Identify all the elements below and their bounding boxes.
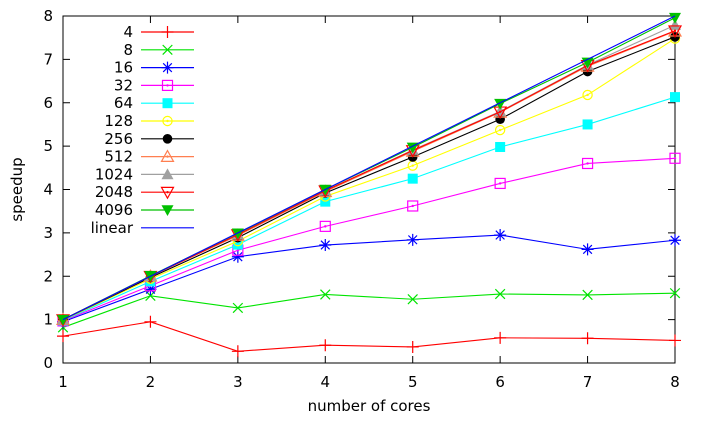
legend-item-linear: linear (91, 219, 194, 237)
legend-item-2048: 2048 (95, 183, 194, 201)
y-tick-label: 2 (43, 267, 53, 285)
x-tick-label: 3 (233, 373, 243, 391)
legend-label: 4096 (95, 201, 133, 219)
series-32-line (62, 157, 676, 322)
legend-label: 32 (114, 76, 133, 94)
legend-item-64: 64 (114, 94, 194, 112)
y-tick-label: 5 (43, 137, 53, 155)
series-4-line (62, 321, 676, 352)
legend-item-128: 128 (104, 112, 194, 130)
legend-label: 512 (104, 148, 133, 166)
y-tick-label: 4 (43, 181, 53, 199)
series-4 (57, 315, 681, 358)
x-tick-label: 7 (583, 373, 593, 391)
legend-label: 64 (114, 94, 133, 112)
x-tick-label: 5 (408, 373, 418, 391)
legend-label: linear (91, 219, 134, 237)
y-tick-label: 7 (43, 50, 53, 68)
plot-border (62, 15, 676, 364)
series-256-line (62, 36, 676, 321)
y-tick-label: 3 (43, 224, 53, 242)
legend-label: 16 (114, 59, 133, 77)
legend-label: 256 (104, 130, 133, 148)
legend-label: 4 (123, 23, 133, 41)
legend-label: 1024 (95, 165, 133, 183)
x-tick-label: 4 (321, 373, 331, 391)
y-tick-label: 8 (43, 7, 53, 25)
series-linear (62, 15, 676, 321)
legend-item-4: 4 (123, 23, 194, 41)
series-32 (57, 152, 681, 327)
legend-item-1024: 1024 (95, 165, 194, 183)
legend-item-512: 512 (104, 148, 194, 166)
series-8-line (62, 292, 676, 328)
x-axis-label: number of cores (308, 397, 431, 415)
legend-item-32: 32 (114, 76, 194, 94)
series-linear-line (62, 15, 676, 321)
y-tick-label: 0 (43, 354, 53, 372)
y-tick-label: 1 (43, 311, 53, 329)
legend-item-16: 16 (114, 59, 194, 77)
series-16-line (62, 234, 676, 323)
x-tick-label: 6 (495, 373, 505, 391)
legend-label: 2048 (95, 183, 133, 201)
series-64-line (62, 96, 676, 321)
legend-item-4096: 4096 (95, 201, 194, 219)
y-axis-label: speedup (8, 157, 26, 221)
series-16 (57, 229, 681, 328)
series-8 (57, 287, 681, 333)
series-128-line (62, 38, 676, 321)
x-tick-label: 8 (670, 373, 680, 391)
legend-label: 128 (104, 112, 133, 130)
x-tick-label: 2 (146, 373, 156, 391)
legend-item-8: 8 (123, 41, 194, 59)
legend-label: 8 (123, 41, 133, 59)
legend-item-256: 256 (104, 130, 194, 148)
y-tick-label: 6 (43, 94, 53, 112)
x-tick-label: 1 (58, 373, 68, 391)
